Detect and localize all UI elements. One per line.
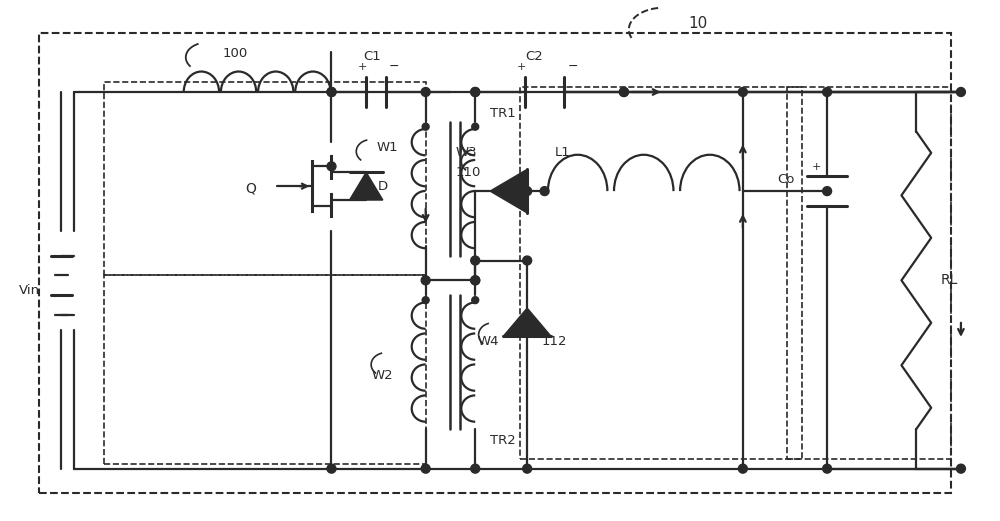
- Text: −: −: [389, 60, 399, 73]
- Circle shape: [523, 187, 532, 195]
- Circle shape: [619, 88, 628, 96]
- Text: 10: 10: [688, 16, 708, 31]
- Circle shape: [472, 123, 479, 130]
- Text: C1: C1: [363, 50, 381, 63]
- Circle shape: [823, 187, 832, 195]
- Polygon shape: [503, 308, 551, 337]
- Text: TR2: TR2: [490, 434, 516, 447]
- Circle shape: [823, 88, 832, 96]
- Text: 112: 112: [542, 335, 568, 348]
- Polygon shape: [490, 169, 527, 213]
- Circle shape: [421, 88, 430, 96]
- Text: Q: Q: [245, 181, 256, 195]
- Bar: [787, 87, 951, 459]
- Circle shape: [471, 464, 480, 473]
- Circle shape: [422, 123, 429, 130]
- Circle shape: [471, 88, 480, 96]
- Circle shape: [823, 464, 832, 473]
- Circle shape: [471, 256, 480, 265]
- Circle shape: [472, 296, 479, 304]
- Circle shape: [471, 88, 480, 96]
- Text: L1: L1: [555, 146, 570, 159]
- Text: RL: RL: [941, 274, 958, 287]
- Text: −: −: [567, 60, 578, 73]
- Circle shape: [327, 464, 336, 473]
- Text: +: +: [517, 62, 526, 72]
- Bar: [520, 87, 802, 459]
- Bar: [39, 32, 951, 493]
- Circle shape: [422, 296, 429, 304]
- Text: D: D: [378, 180, 388, 193]
- Circle shape: [738, 88, 747, 96]
- Bar: [104, 82, 426, 276]
- Text: 100: 100: [222, 47, 248, 60]
- Circle shape: [421, 276, 430, 285]
- Text: TR1: TR1: [490, 107, 516, 120]
- Circle shape: [619, 88, 628, 96]
- Circle shape: [471, 276, 480, 285]
- Text: Co: Co: [778, 173, 795, 186]
- Text: C2: C2: [525, 50, 543, 63]
- Circle shape: [327, 162, 336, 171]
- Circle shape: [738, 464, 747, 473]
- Circle shape: [540, 187, 549, 195]
- Circle shape: [471, 276, 480, 285]
- Polygon shape: [350, 172, 383, 200]
- Circle shape: [327, 88, 336, 96]
- Text: +: +: [812, 163, 822, 172]
- Text: 110: 110: [455, 166, 481, 179]
- Circle shape: [523, 464, 532, 473]
- Text: W3: W3: [455, 146, 477, 159]
- Text: +: +: [358, 62, 368, 72]
- Text: W1: W1: [376, 142, 398, 154]
- Text: Vin: Vin: [19, 284, 40, 297]
- Text: W2: W2: [371, 369, 393, 382]
- Circle shape: [956, 464, 965, 473]
- Circle shape: [327, 88, 336, 96]
- Circle shape: [956, 88, 965, 96]
- Bar: [104, 276, 426, 464]
- Circle shape: [421, 464, 430, 473]
- Circle shape: [523, 256, 532, 265]
- Text: W4: W4: [478, 335, 499, 348]
